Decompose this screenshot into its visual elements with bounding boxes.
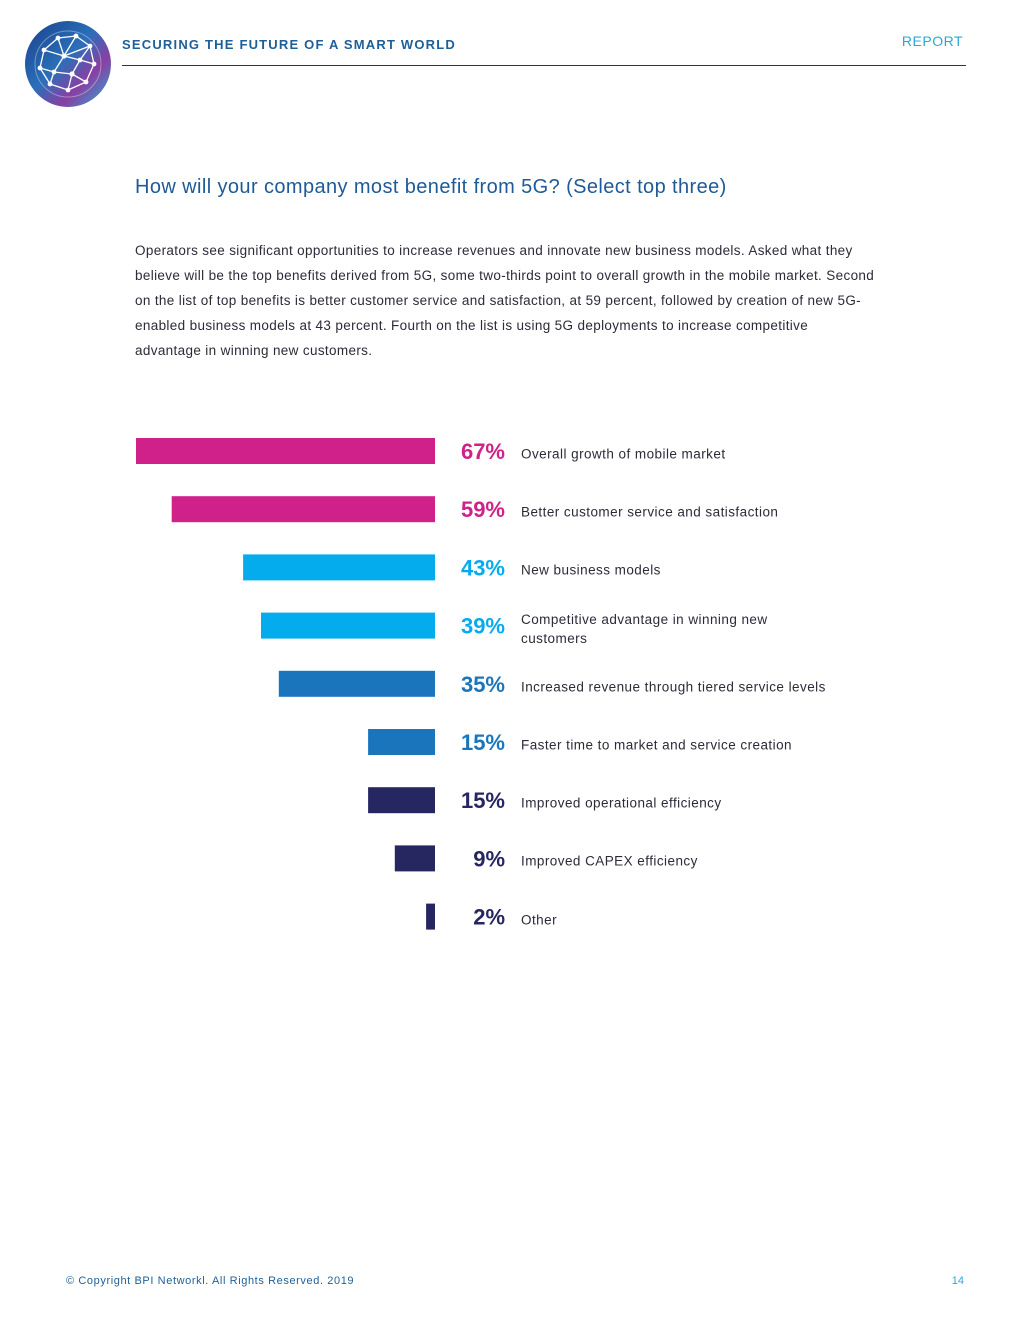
bar-category-label-8: Improved CAPEX efficiency [521,853,698,869]
bar-1 [136,438,435,464]
bar-category-label-7: Improved operational efficiency [521,795,722,811]
bar-value-label-9: 2% [473,905,505,930]
bar-category-label-2: Better customer service and satisfaction [521,504,779,520]
bar-value-label-2: 59% [461,497,505,522]
bar-value-label-6: 15% [461,730,505,755]
bar-value-label-7: 15% [461,788,505,813]
bar-value-label-1: 67% [461,439,505,464]
bar-category-label-9: Other [521,912,558,928]
bar-category-label-6: Faster time to market and service creati… [521,737,792,753]
bar-value-label-3: 43% [461,555,505,580]
bar-category-label-5: Increased revenue through tiered service… [521,679,826,695]
bar-value-label-5: 35% [461,672,505,697]
bar-category-label-4: Competitive advantage in winning new cus… [521,611,768,646]
bar-4 [261,612,435,639]
chart-question-title: How will your company most benefit from … [135,176,727,198]
bar-category-label-3: New business models [521,562,661,578]
intro-paragraph: Operators see significant opportunities … [135,243,875,358]
bar-3 [243,554,435,581]
footer-page-number: 14 [951,1275,964,1287]
bar-value-label-4: 39% [461,614,505,639]
bar-8 [394,845,435,872]
bar-category-label-1: Overall growth of mobile market [521,446,726,462]
header-divider [122,65,966,66]
bar-9 [426,903,435,930]
bar-7 [368,787,435,814]
bar-6 [368,729,435,755]
footer-copyright: © Copyright BPI Networkl. All Rights Res… [66,1275,355,1287]
header-report-tag: REPORT [901,33,963,49]
logo-globe-icon [25,21,111,107]
bar-2 [171,496,435,523]
bar-5 [278,670,435,697]
header-title: SECURING THE FUTURE OF A SMART WORLD [122,37,456,52]
bar-value-label-8: 9% [473,846,505,871]
